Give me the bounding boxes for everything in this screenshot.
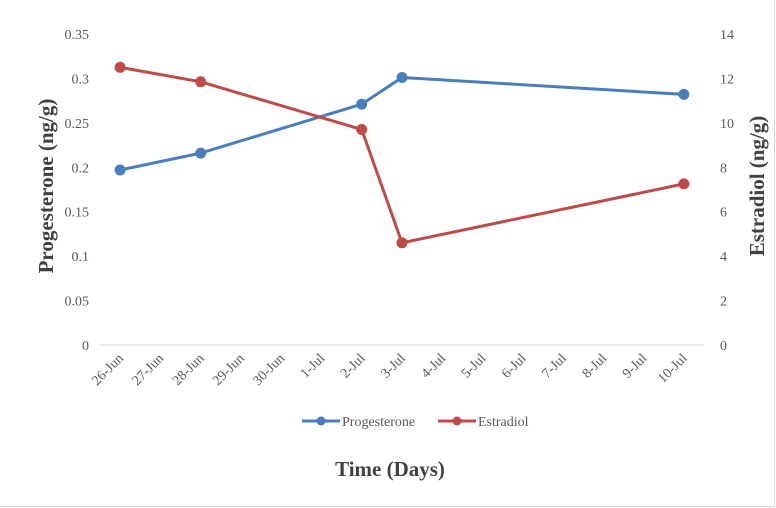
x-tick-label: 4-Jul — [419, 351, 449, 381]
data-point-estradiol — [195, 76, 207, 88]
legend-marker-estradiol — [452, 416, 462, 426]
y-right-tick-label: 4 — [720, 250, 727, 265]
y-axis-left-title: Progesterone (ng/g) — [34, 99, 58, 274]
data-point-estradiol — [678, 178, 690, 190]
x-tick-label: 26-Jun — [89, 351, 127, 389]
right-axis-ticks: 0 2 4 6 8 10 12 14 — [720, 28, 734, 354]
data-point-estradiol — [114, 61, 126, 73]
series-layer — [114, 61, 690, 249]
x-tick-label: 2-Jul — [338, 351, 368, 381]
x-tick-label: 30-Jun — [250, 351, 288, 389]
data-point-estradiol — [396, 237, 408, 249]
x-tick-label: 28-Jun — [170, 351, 208, 389]
data-point-progesterone — [356, 98, 368, 110]
x-tick-label: 1-Jul — [298, 351, 328, 381]
data-point-progesterone — [195, 147, 207, 159]
y-right-tick-label: 10 — [720, 117, 734, 132]
legend-item-progesterone: Progesterone — [302, 415, 415, 430]
x-tick-label: 10-Jul — [655, 351, 690, 386]
x-tick-label: 8-Jul — [580, 351, 610, 381]
data-point-progesterone — [114, 164, 126, 176]
x-tick-label: 6-Jul — [499, 351, 529, 381]
data-point-estradiol — [356, 124, 368, 135]
x-tick-label: 3-Jul — [378, 351, 408, 381]
y-right-tick-label: 12 — [720, 72, 734, 87]
legend-item-estradiol: Estradiol — [438, 415, 529, 430]
y-right-tick-label: 14 — [720, 28, 734, 43]
legend-label-progesterone: Progesterone — [342, 415, 415, 430]
y-right-tick-label: 6 — [720, 206, 727, 221]
x-tick-label: 9-Jul — [620, 351, 650, 381]
data-point-progesterone — [396, 72, 408, 83]
y-left-tick-label: 0.3 — [72, 72, 90, 87]
x-axis-ticks: 26-Jun 27-Jun 28-Jun 29-Jun 30-Jun 1-Jul 2-Jul… — [89, 351, 690, 389]
x-tick-label: 7-Jul — [539, 351, 569, 381]
x-tick-label: 5-Jul — [459, 351, 489, 381]
y-left-tick-label: 0.25 — [65, 117, 90, 132]
y-right-tick-label: 2 — [720, 295, 727, 310]
y-right-tick-label: 0 — [720, 339, 727, 354]
legend-marker-progesterone — [316, 416, 326, 426]
y-left-tick-label: 0.35 — [65, 28, 90, 43]
y-left-tick-label: 0.15 — [65, 206, 90, 221]
x-tick-label: 29-Jun — [210, 351, 248, 389]
data-point-progesterone — [678, 88, 690, 100]
legend: Progesterone Estradiol — [302, 415, 529, 430]
y-left-tick-label: 0.1 — [72, 250, 90, 265]
x-tick-label: 27-Jun — [130, 351, 168, 389]
y-left-tick-label: 0.05 — [65, 295, 90, 310]
x-axis-title: Time (Days) — [335, 457, 445, 481]
y-axis-right-title: Estradiol (ng/g) — [745, 116, 769, 257]
y-left-tick-label: 0 — [82, 339, 89, 354]
y-right-tick-label: 8 — [720, 161, 727, 176]
y-left-tick-label: 0.2 — [72, 161, 90, 176]
left-axis-ticks: 0 0.05 0.1 0.15 0.2 0.25 0.3 0.35 — [65, 28, 90, 354]
legend-label-estradiol: Estradiol — [478, 415, 529, 430]
